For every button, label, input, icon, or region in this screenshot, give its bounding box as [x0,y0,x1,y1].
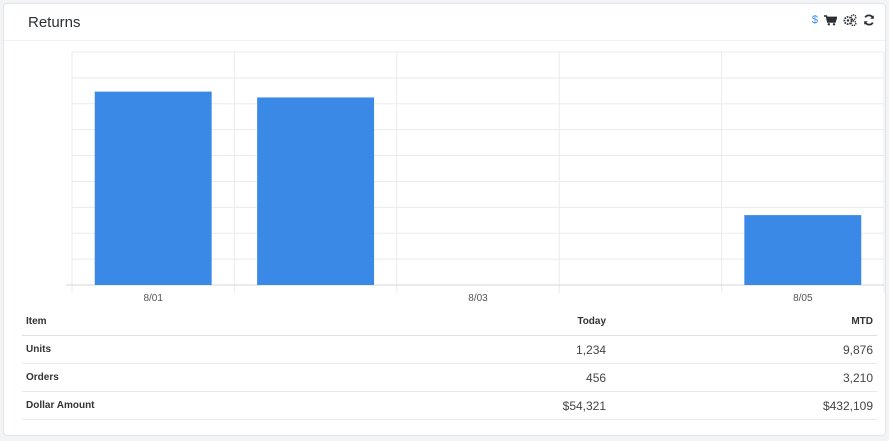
panel-header: Returns $ [4,4,885,41]
bar-8-02 [257,97,375,285]
units-today: 1,234 [373,335,611,364]
dollar-toggle[interactable]: $ [811,13,818,26]
shopping-cart-icon[interactable] [824,14,837,26]
bar-8-01 [94,91,212,285]
returns-summary-table: Item Today MTD Units 1,234 9,876 Orders … [22,308,877,420]
cogs-icon[interactable] [843,14,857,26]
table-row: Units 1,234 9,876 [22,335,877,364]
bar-8-05 [744,215,862,285]
refresh-icon[interactable] [863,14,875,26]
table-row: Dollar Amount $54,321 $432,109 [22,391,877,420]
x-tick-label: 8/01 [143,293,163,304]
row-label-units: Units [22,335,374,364]
row-label-orders: Orders [22,363,374,392]
panel-title: Returns [28,14,81,31]
units-mtd: 9,876 [610,335,877,364]
column-header-today: Today [373,308,611,336]
table-row: Orders 456 3,210 [22,363,877,392]
returns-bar-chart: 8/01 8/03 8/05 [66,51,885,304]
x-tick-label: 8/03 [468,293,488,304]
panel-toolbar: $ [812,14,875,26]
table-header-row: Item Today MTD [22,308,877,336]
column-header-mtd: MTD [610,308,877,336]
orders-today: 456 [373,363,611,392]
dollar-amount-mtd: $432,109 [610,391,877,420]
column-header-item: Item [22,308,374,336]
row-label-dollar-amount: Dollar Amount [22,391,374,420]
orders-mtd: 3,210 [610,363,877,392]
returns-panel: Returns $ [3,3,886,436]
dollar-amount-today: $54,321 [373,391,611,420]
x-tick-label: 8/05 [793,293,813,304]
